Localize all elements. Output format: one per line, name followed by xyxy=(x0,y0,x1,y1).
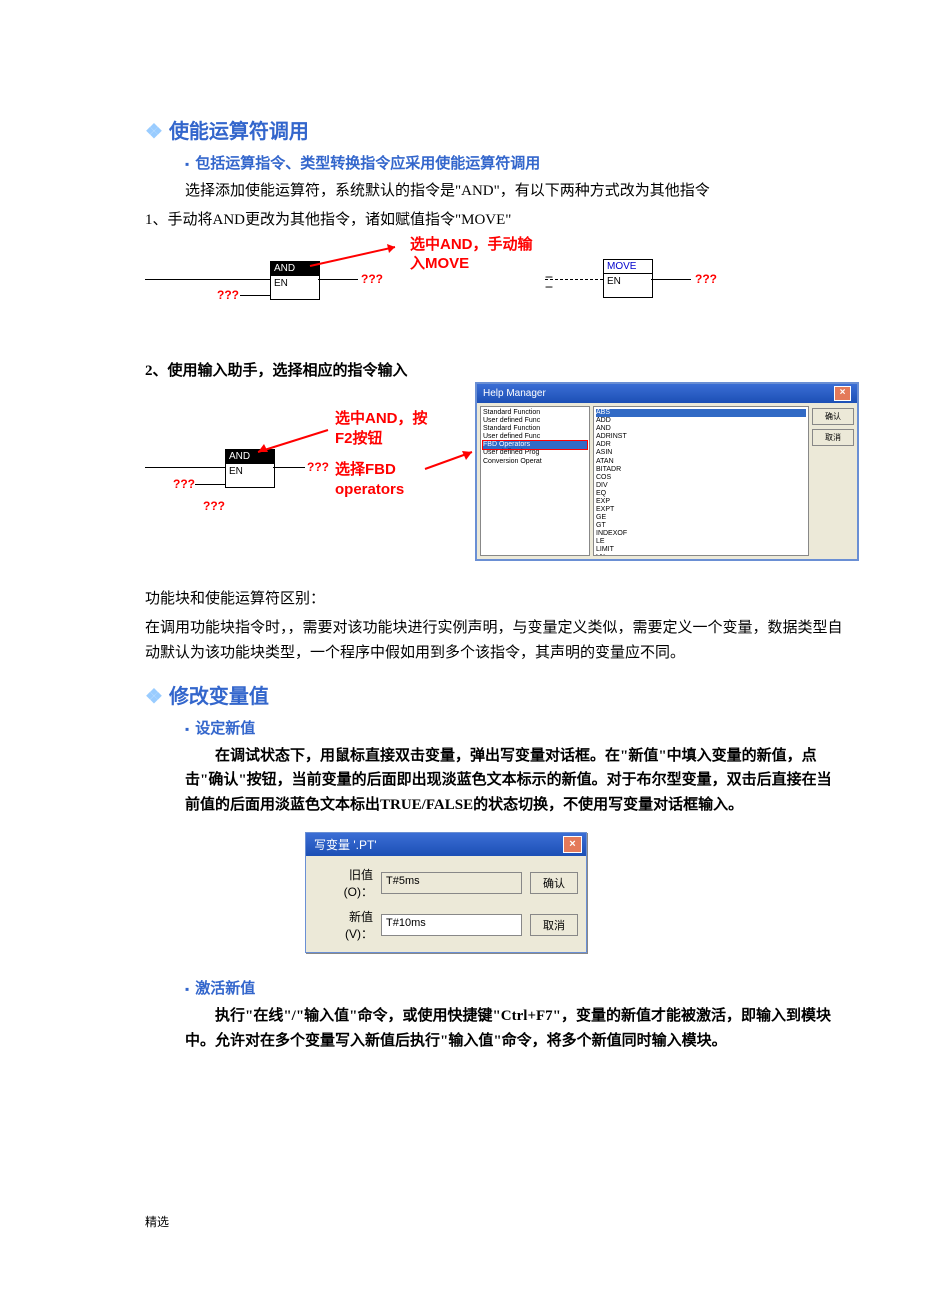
section2-p1: 在调试状态下，用鼠标直接双击变量，弹出写变量对话框。在"新值"中填入变量的新值，… xyxy=(185,744,835,818)
dialog-row-old: 旧值 (O)： T#5ms 确认 xyxy=(318,866,578,900)
dashed-marks: --- xyxy=(545,279,551,293)
close-icon[interactable]: × xyxy=(563,836,582,853)
section1-heading: ❖ 使能运算符调用 xyxy=(145,115,845,144)
callout2-1: 选中AND，按F2按钮 xyxy=(335,409,435,448)
wire xyxy=(145,279,270,280)
fbd-move-en: EN xyxy=(604,274,652,297)
section1-sub-text: 包括运算指令、类型转换指令应采用使能运算符调用 xyxy=(195,155,540,172)
callout2-2: 选择FBD operators xyxy=(335,460,425,499)
qmarks: ??? xyxy=(307,460,329,474)
help-manager-window: Help Manager × Standard FunctionUser def… xyxy=(475,382,859,561)
para2-line1: 功能块和使能运算符区别： xyxy=(145,587,845,612)
diamond-icon: ❖ xyxy=(145,121,163,143)
qmarks: ??? xyxy=(173,477,195,491)
section2-title: 修改变量值 xyxy=(169,686,269,708)
wire xyxy=(318,279,358,280)
close-icon[interactable]: × xyxy=(834,386,851,401)
wire xyxy=(273,467,305,468)
qmarks: ??? xyxy=(217,288,239,302)
hm-ok-button[interactable]: 确认 xyxy=(812,408,854,425)
old-value-field: T#5ms xyxy=(381,872,522,894)
help-manager-items[interactable]: ABSADDANDADRINSTADRASINATANBITADRCOSDIVE… xyxy=(593,406,809,556)
callout2-2a: 选择FBD xyxy=(335,461,396,478)
section2-heading: ❖ 修改变量值 xyxy=(145,680,845,709)
dialog-body: 旧值 (O)： T#5ms 确认 新值 (V)： T#10ms 取消 xyxy=(306,856,586,952)
help-manager-categories[interactable]: Standard FunctionUser defined FuncStanda… xyxy=(480,406,590,556)
help-manager-titlebar: Help Manager × xyxy=(477,384,857,403)
section2-sub1-text: 设定新值 xyxy=(195,720,255,737)
help-manager-title: Help Manager xyxy=(483,388,546,399)
page-footer: 精选 xyxy=(145,1213,845,1230)
fbd-and-en: EN xyxy=(271,276,319,299)
fbd-move-title: MOVE xyxy=(604,260,652,274)
square-icon: ▪ xyxy=(185,982,189,996)
callout1: 选中AND，手动输入MOVE xyxy=(410,235,540,274)
diagram2: AND EN ??? ??? ??? 选中AND，按F2按钮 选择FBD ope… xyxy=(145,387,845,567)
section2-sub1: ▪ 设定新值 xyxy=(185,717,845,738)
help-manager-buttons: 确认 取消 xyxy=(812,406,854,556)
qmarks: ??? xyxy=(361,272,383,286)
callout2-2b: operators xyxy=(335,481,404,498)
wire xyxy=(145,467,225,468)
qmarks: ??? xyxy=(203,499,225,513)
wire xyxy=(651,279,691,280)
qmarks: ??? xyxy=(695,272,717,286)
square-icon: ▪ xyxy=(185,722,189,736)
section2-sub2-text: 激活新值 xyxy=(195,980,255,997)
fbd-and2-en: EN xyxy=(226,464,274,487)
section1-title: 使能运算符调用 xyxy=(169,121,309,143)
dialog-title: 写变量 '.PT' xyxy=(314,836,377,853)
document-page: ❖ 使能运算符调用 ▪ 包括运算指令、类型转换指令应采用使能运算符调用 选择添加使能… xyxy=(0,0,945,1290)
diamond-icon: ❖ xyxy=(145,686,163,708)
section1-item1: 1、手动将AND更改为其他指令，诸如赋值指令"MOVE" xyxy=(145,208,845,233)
old-value-label: 旧值 (O)： xyxy=(318,866,373,900)
section1-sub: ▪ 包括运算指令、类型转换指令应采用使能运算符调用 xyxy=(185,152,845,173)
section2-sub2: ▪ 激活新值 xyxy=(185,977,845,998)
section2-p2: 执行"在线"/"输入值"命令，或使用快捷键"Ctrl+F7"，变量的新值才能被激… xyxy=(185,1004,835,1054)
new-value-field[interactable]: T#10ms xyxy=(381,914,522,936)
diagram1: AND EN ??? ??? 选中AND，手动输入MOVE --- --- MO… xyxy=(145,241,845,341)
section1-p1: 选择添加使能运算符，系统默认的指令是"AND"，有以下两种方式改为其他指令 xyxy=(185,179,845,204)
wire-dashed xyxy=(545,279,603,281)
dialog-ok-button[interactable]: 确认 xyxy=(530,872,578,894)
help-manager-body: Standard FunctionUser defined FuncStanda… xyxy=(477,403,857,559)
hm-cancel-button[interactable]: 取消 xyxy=(812,429,854,446)
dialog-cancel-button[interactable]: 取消 xyxy=(530,914,578,936)
arrow-icon xyxy=(300,241,410,271)
wire xyxy=(240,295,270,296)
dialog-row-new: 新值 (V)： T#10ms 取消 xyxy=(318,908,578,942)
write-variable-dialog: 写变量 '.PT' × 旧值 (O)： T#5ms 确认 新值 (V)： T#1… xyxy=(305,832,587,953)
wire xyxy=(195,484,225,485)
fbd-block-move: MOVE EN xyxy=(603,259,653,298)
section1-item2: 2、使用输入助手，选择相应的指令输入 xyxy=(145,359,845,384)
arrow-icon xyxy=(420,447,480,477)
dialog-titlebar: 写变量 '.PT' × xyxy=(306,833,586,856)
arrow-icon xyxy=(250,422,335,457)
new-value-label: 新值 (V)： xyxy=(318,908,373,942)
square-icon: ▪ xyxy=(185,157,189,171)
para2-line2: 在调用功能块指令时，，需要对该功能块进行实例声明，与变量定义类似，需要定义一个变… xyxy=(145,616,845,666)
